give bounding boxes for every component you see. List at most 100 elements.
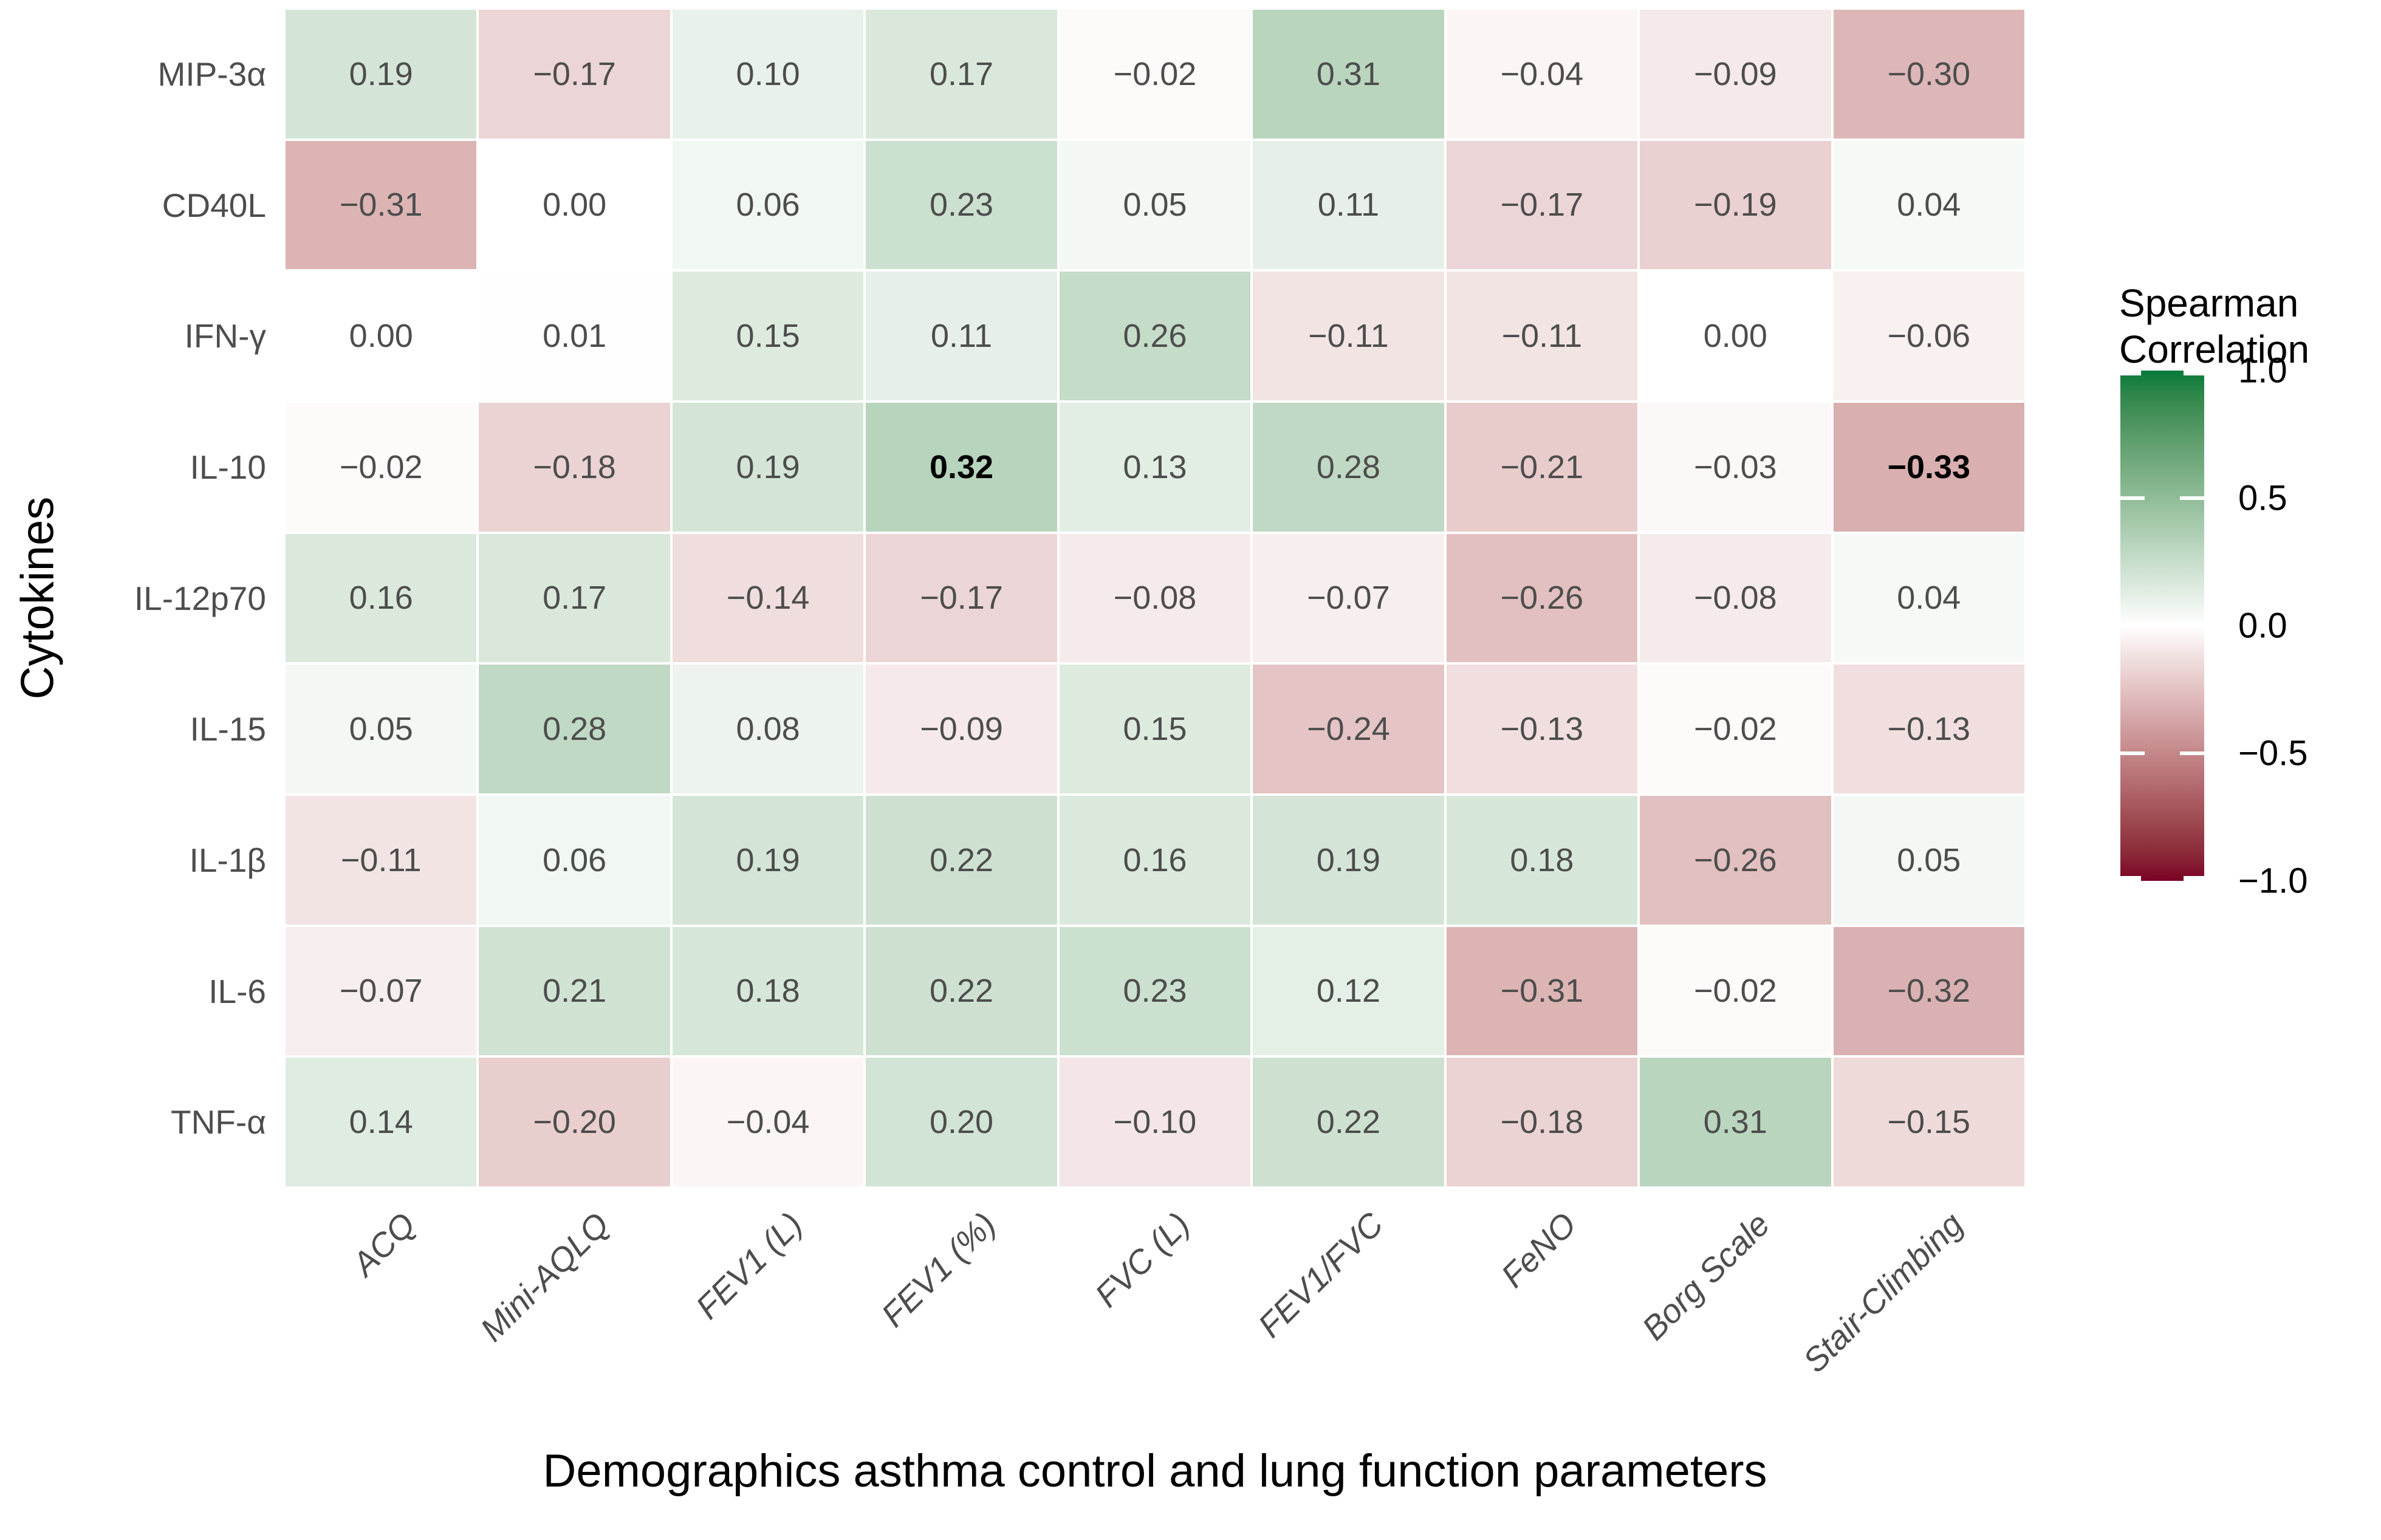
legend-tick-notch xyxy=(2184,371,2204,375)
heatmap-cell: −0.18 xyxy=(1446,1058,1638,1186)
heatmap-cell: −0.13 xyxy=(1833,665,2024,793)
heatmap-cell: 0.06 xyxy=(672,140,864,270)
heatmap-cell: −0.11 xyxy=(1253,272,1444,400)
heatmap-cell: −0.08 xyxy=(1640,533,1831,663)
heatmap-cell: 0.15 xyxy=(672,272,864,400)
heatmap-cell: 0.28 xyxy=(1253,403,1444,532)
heatmap-cell: −0.26 xyxy=(1446,533,1638,663)
heatmap-grid: 0.19 −0.17 0.10 0.17 −0.02 0.31 −0.04 −0.09 −0.3… xyxy=(286,10,2024,1186)
y-tick-label: IL-1β xyxy=(189,841,266,879)
heatmap-cell: −0.17 xyxy=(479,10,670,139)
heatmap-cell: 0.19 xyxy=(286,10,477,139)
heatmap-cell: −0.33 xyxy=(1833,403,2024,532)
heatmap-cell: 0.08 xyxy=(672,665,864,793)
heatmap-cell: −0.11 xyxy=(1446,272,1638,400)
heatmap-cell: 0.20 xyxy=(866,1058,1057,1186)
heatmap-cell: 0.18 xyxy=(1446,796,1638,925)
heatmap-cell: −0.31 xyxy=(286,140,477,270)
x-tick-label: ACQ xyxy=(344,1205,423,1283)
heatmap-cell: −0.02 xyxy=(1640,926,1831,1056)
y-axis-tick-labels: MIP-3α CD40L IFN-γ IL-10 IL-12p70 IL-15 IL-1β I… xyxy=(0,10,266,1186)
heatmap-cell: 0.18 xyxy=(672,926,864,1056)
y-tick-label: IL-10 xyxy=(190,448,266,486)
heatmap-cell: 0.14 xyxy=(286,1058,477,1186)
x-tick-label: FEV1 (%) xyxy=(874,1205,1004,1335)
heatmap-cell: 0.22 xyxy=(1253,1058,1444,1186)
heatmap-cell: 0.11 xyxy=(866,272,1057,400)
heatmap-cell: 0.04 xyxy=(1833,140,2024,270)
heatmap-cell: −0.06 xyxy=(1833,272,2024,400)
heatmap-cell: 0.06 xyxy=(479,796,670,925)
heatmap-cell: −0.10 xyxy=(1059,1058,1251,1186)
heatmap-cell: 0.28 xyxy=(479,665,670,793)
heatmap-cell: 0.12 xyxy=(1253,926,1444,1056)
heatmap-cell: −0.03 xyxy=(1640,403,1831,532)
heatmap-cell: 0.00 xyxy=(1640,272,1831,400)
heatmap-cell: 0.21 xyxy=(479,926,670,1056)
y-tick-label: IFN-γ xyxy=(184,317,266,355)
heatmap-cell: −0.18 xyxy=(479,403,670,532)
heatmap-cell: 0.23 xyxy=(1059,926,1251,1056)
heatmap-cell: −0.19 xyxy=(1640,140,1831,270)
y-tick-label: IL-15 xyxy=(190,710,266,748)
x-tick-label: Borg Scale xyxy=(1634,1205,1777,1347)
legend-tick-notch xyxy=(2120,751,2145,755)
heatmap-cell: −0.26 xyxy=(1640,796,1831,925)
heatmap-cell: 0.15 xyxy=(1059,665,1251,793)
heatmap-cell: −0.20 xyxy=(479,1058,670,1186)
heatmap-cell: −0.04 xyxy=(672,1058,864,1186)
legend-tick-label: −1.0 xyxy=(2238,861,2308,901)
x-tick-label: FEV1/FVC xyxy=(1250,1205,1391,1345)
heatmap-cell: 0.19 xyxy=(672,796,864,925)
y-tick-label: IL-6 xyxy=(208,972,266,1010)
legend-title: Spearman Correlation xyxy=(2119,281,2310,371)
heatmap-cell: −0.31 xyxy=(1446,926,1638,1056)
heatmap-cell: −0.09 xyxy=(1640,10,1831,139)
heatmap-cell: −0.24 xyxy=(1253,665,1444,793)
heatmap-cell: 0.00 xyxy=(286,272,477,400)
heatmap-cell: −0.02 xyxy=(1640,665,1831,793)
legend-tick-notch xyxy=(2120,876,2141,881)
heatmap-cell: 0.13 xyxy=(1059,403,1251,532)
heatmap-cell: 0.19 xyxy=(672,403,864,532)
y-axis-title: Cytokines xyxy=(12,496,64,700)
legend-tick-notch xyxy=(2120,371,2141,375)
heatmap-cell: −0.17 xyxy=(866,533,1057,663)
y-tick-label: CD40L xyxy=(162,186,266,224)
legend-tick-notch xyxy=(2184,876,2204,881)
heatmap-cell: −0.30 xyxy=(1833,10,2024,139)
heatmap-cell: −0.08 xyxy=(1059,533,1251,663)
heatmap-cell: −0.21 xyxy=(1446,403,1638,532)
x-tick-label: Stair-Climbing xyxy=(1795,1205,1971,1380)
heatmap-cell: 0.31 xyxy=(1640,1058,1831,1186)
legend-colorbar xyxy=(2120,371,2204,881)
heatmap-cell: 0.05 xyxy=(1833,796,2024,925)
legend-tick-notch xyxy=(2120,496,2145,500)
heatmap-cell: −0.07 xyxy=(1253,533,1444,663)
legend-tick-label: 1.0 xyxy=(2238,351,2287,391)
heatmap-cell: −0.07 xyxy=(286,926,477,1056)
heatmap-cell: 0.26 xyxy=(1059,272,1251,400)
heatmap-cell: 0.01 xyxy=(479,272,670,400)
heatmap-cell: −0.11 xyxy=(286,796,477,925)
heatmap-cell: 0.04 xyxy=(1833,533,2024,663)
x-tick-label: FVC (L) xyxy=(1087,1205,1197,1315)
x-tick-label: FEV1 (L) xyxy=(688,1205,810,1327)
heatmap-cell: −0.32 xyxy=(1833,926,2024,1056)
heatmap-cell: 0.00 xyxy=(479,140,670,270)
heatmap-cell: −0.04 xyxy=(1446,10,1638,139)
heatmap-cell: 0.22 xyxy=(866,926,1057,1056)
heatmap-cell: 0.11 xyxy=(1253,140,1444,270)
heatmap-cell: 0.05 xyxy=(286,665,477,793)
heatmap-cell: −0.17 xyxy=(1446,140,1638,270)
heatmap-cell: 0.32 xyxy=(866,403,1057,532)
heatmap-cell: 0.17 xyxy=(479,533,670,663)
legend-tick-label: 0.5 xyxy=(2238,478,2287,518)
y-axis-title-wrap: Cytokines xyxy=(9,10,67,1186)
heatmap-cell: 0.23 xyxy=(866,140,1057,270)
heatmap-cell: 0.16 xyxy=(286,533,477,663)
x-tick-label: FeNO xyxy=(1493,1205,1584,1295)
x-axis-title: Demographics asthma control and lung fun… xyxy=(543,1445,1767,1497)
heatmap-cell: 0.17 xyxy=(866,10,1057,139)
